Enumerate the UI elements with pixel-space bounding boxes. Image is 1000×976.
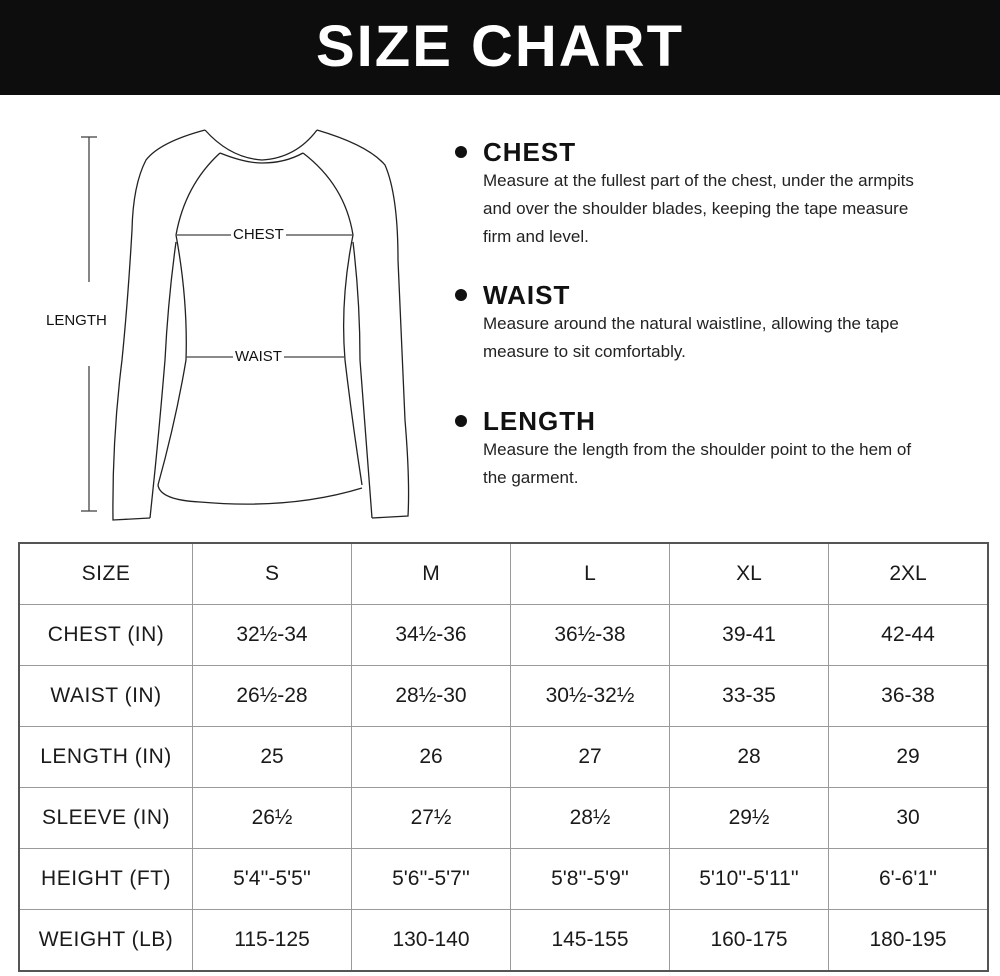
size-header-cell: XL (669, 542, 829, 605)
row-label: SLEEVE (IN) (18, 787, 193, 849)
size-header-cell: S (192, 542, 352, 605)
row-label: LENGTH (IN) (18, 726, 193, 788)
text-line: measure to sit comfortably. (483, 342, 686, 361)
table-cell: 25 (192, 726, 352, 788)
table-cell: 32½-34 (192, 604, 352, 666)
waist-label: WAIST (233, 348, 284, 365)
table-cell: 28½ (510, 787, 670, 849)
table-cell: 28½-30 (351, 665, 511, 727)
table-cell: 6'-6'1'' (828, 848, 989, 910)
length-measure-line (81, 136, 97, 512)
table-cell: 36½-38 (510, 604, 670, 666)
instruction-text: Measure the length from the shoulder poi… (483, 436, 911, 492)
instruction-title: LENGTH (483, 406, 596, 436)
table-cell: 115-125 (192, 909, 352, 972)
table-cell: 29½ (669, 787, 829, 849)
size-table: SIZE S M L XL 2XL CHEST (IN) 32½-34 34½-36 36½-38… (18, 542, 989, 972)
table-cell: 160-175 (669, 909, 829, 972)
table-cell: 26½ (192, 787, 352, 849)
row-label: CHEST (IN) (18, 604, 193, 666)
text-line: the garment. (483, 468, 579, 487)
table-cell: 39-41 (669, 604, 829, 666)
table-cell: 5'4''-5'5'' (192, 848, 352, 910)
table-cell: 145-155 (510, 909, 670, 972)
table-row: CHEST (IN) 32½-34 34½-36 36½-38 39-41 42-44 (18, 604, 989, 666)
table-cell: 26 (351, 726, 511, 788)
instruction-title: WAIST (483, 280, 571, 310)
table-cell: 180-195 (828, 909, 989, 972)
table-cell: 130-140 (351, 909, 511, 972)
table-row: LENGTH (IN) 25 26 27 28 29 (18, 726, 989, 788)
table-cell: 42-44 (828, 604, 989, 666)
header-banner: SIZE CHART (0, 0, 1000, 95)
table-cell: 5'8''-5'9'' (510, 848, 670, 910)
size-header-cell: L (510, 542, 670, 605)
text-line: Measure around the natural waistline, al… (483, 314, 899, 333)
chest-label: CHEST (231, 226, 286, 243)
table-row: WEIGHT (LB) 115-125 130-140 145-155 160-175 1… (18, 909, 989, 972)
text-line: firm and level. (483, 227, 589, 246)
size-header-cell: M (351, 542, 511, 605)
table-cell: 33-35 (669, 665, 829, 727)
table-cell: 36-38 (828, 665, 989, 727)
size-header-cell: 2XL (828, 542, 989, 605)
table-cell: 29 (828, 726, 989, 788)
instruction-title: CHEST (483, 137, 577, 167)
bullet-icon (455, 289, 467, 301)
table-cell: 5'10''-5'11'' (669, 848, 829, 910)
shirt-outline (112, 129, 410, 521)
table-cell: 30½-32½ (510, 665, 670, 727)
table-row: SLEEVE (IN) 26½ 27½ 28½ 29½ 30 (18, 787, 989, 849)
bullet-icon (455, 415, 467, 427)
table-cell: 27½ (351, 787, 511, 849)
row-label: HEIGHT (FT) (18, 848, 193, 910)
table-cell: 30 (828, 787, 989, 849)
table-cell: 26½-28 (192, 665, 352, 727)
text-line: and over the shoulder blades, keeping th… (483, 199, 909, 218)
table-cell: 5'6''-5'7'' (351, 848, 511, 910)
table-row: HEIGHT (FT) 5'4''-5'5'' 5'6''-5'7'' 5'8''-5… (18, 848, 989, 910)
shirt-diagram (81, 129, 410, 521)
table-cell: 34½-36 (351, 604, 511, 666)
length-label: LENGTH (44, 312, 109, 329)
table-header-row: SIZE S M L XL 2XL (18, 542, 989, 605)
text-line: Measure at the fullest part of the chest… (483, 171, 914, 190)
text-line: Measure the length from the shoulder poi… (483, 440, 912, 459)
table-cell: 28 (669, 726, 829, 788)
row-label: SIZE (18, 542, 193, 605)
table-cell: 27 (510, 726, 670, 788)
page-title: SIZE CHART (316, 14, 684, 79)
row-label: WAIST (IN) (18, 665, 193, 727)
table-row: WAIST (IN) 26½-28 28½-30 30½-32½ 33-35 36-38 (18, 665, 989, 727)
instruction-text: Measure at the fullest part of the chest… (483, 167, 914, 251)
instruction-text: Measure around the natural waistline, al… (483, 310, 899, 366)
row-label: WEIGHT (LB) (18, 909, 193, 972)
bullet-icon (455, 146, 467, 158)
